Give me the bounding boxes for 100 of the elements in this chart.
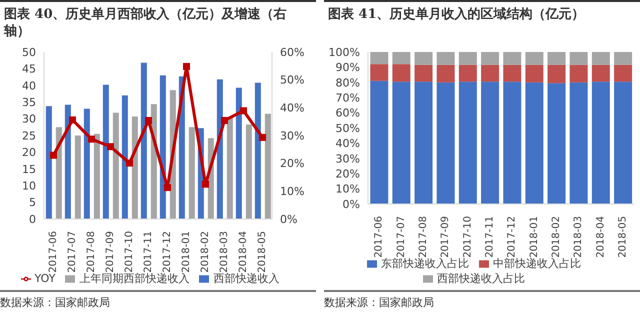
bar (216, 79, 223, 219)
bar (102, 84, 109, 219)
bar (614, 52, 632, 65)
bar (236, 88, 242, 219)
bar (548, 83, 566, 204)
bar (414, 82, 433, 204)
y-tick-label: 0% (342, 198, 360, 211)
y-tick-label: 70% (336, 92, 360, 105)
legend-label: 西部快递收入 (213, 272, 280, 285)
bar (592, 64, 610, 82)
bar (414, 64, 433, 82)
x-tick-label: 2018-02 (200, 231, 211, 273)
bar (481, 52, 500, 65)
bar (226, 117, 233, 219)
bar (112, 112, 119, 219)
y-tick-label: 50 (22, 46, 36, 59)
legend-label: 上年同期西部快递收入 (79, 272, 190, 285)
bar (254, 82, 261, 219)
point (221, 116, 228, 124)
bar (481, 64, 500, 82)
y-tick-label: 90% (336, 61, 360, 74)
y2-tick-label: 10% (280, 185, 304, 198)
y-tick-label: 100% (328, 46, 360, 59)
bar (74, 136, 81, 219)
chart-title: 图表 41、历史单月收入的区域结构（亿元） (327, 6, 586, 24)
bar (140, 62, 147, 219)
bar (570, 64, 588, 82)
bar (436, 52, 455, 65)
source-note: 数据来源：国家邮政局 (0, 295, 111, 310)
point (88, 136, 95, 143)
bar (570, 52, 588, 65)
x-tick-label: 2018-01 (181, 231, 192, 273)
bar (370, 80, 388, 204)
x-tick-label: 2018-03 (573, 216, 584, 258)
point (202, 180, 209, 188)
bar (525, 64, 544, 82)
bar (160, 75, 166, 219)
x-tick-label: 2017-12 (506, 216, 518, 258)
bar (84, 108, 90, 219)
bar (592, 82, 610, 204)
x-tick-label: 2017-06 (48, 231, 59, 273)
source-note: 数据来源：国家邮政局 (324, 295, 435, 310)
bar (370, 52, 388, 64)
y2-tick-label: 60% (280, 46, 304, 59)
x-tick-label: 2017-08 (418, 216, 429, 258)
point (69, 116, 76, 124)
bar (94, 134, 100, 219)
y-tick-label: 0 (29, 212, 36, 226)
y-tick-label: 30% (336, 152, 360, 166)
bar (392, 82, 410, 204)
bar (458, 52, 477, 65)
legend-label: YOY (34, 272, 56, 285)
bar (481, 82, 500, 204)
y-tick-label: 20% (336, 168, 360, 181)
x-tick-label: 2018-02 (550, 216, 562, 258)
y2-tick-label: 50% (280, 74, 304, 87)
x-tick-label: 2017-11 (143, 231, 154, 273)
point (50, 152, 57, 159)
y-tick-label: 5 (29, 196, 36, 210)
bar (414, 52, 433, 65)
legend-label: 西部快递收入占比 (437, 272, 525, 285)
bar (132, 116, 138, 219)
y2-tick-label: 0% (280, 212, 298, 226)
x-tick-label: 2018-01 (528, 216, 540, 258)
bar (392, 52, 410, 64)
bar (548, 64, 566, 84)
y-tick-label: 45 (22, 62, 36, 76)
y-tick-label: 10% (336, 182, 360, 196)
bar (503, 52, 522, 65)
legend-label: 中部快递收入占比 (493, 257, 581, 270)
bar (56, 127, 62, 219)
y-tick-label: 40% (336, 137, 360, 150)
y-tick-label: 25 (22, 129, 36, 142)
x-tick-label: 2017-10 (124, 231, 135, 273)
x-tick-label: 2018-05 (617, 216, 628, 258)
y2-tick-label: 40% (280, 102, 304, 115)
x-tick-label: 2017-07 (67, 231, 78, 273)
bar (458, 82, 477, 204)
bar (614, 82, 632, 204)
x-tick-label: 2018-04 (595, 216, 606, 258)
bar (436, 82, 455, 204)
bar (188, 127, 195, 219)
bar (392, 64, 410, 82)
bar (503, 82, 522, 204)
x-tick-label: 2017-10 (462, 216, 474, 258)
y-tick-label: 10 (22, 180, 36, 193)
y-tick-label: 60% (336, 106, 360, 120)
point (164, 184, 171, 192)
x-tick-label: 2018-04 (238, 231, 249, 273)
point (259, 134, 266, 141)
y2-tick-label: 30% (280, 129, 304, 142)
point (183, 62, 190, 70)
bar (370, 64, 388, 81)
x-tick-label: 2018-03 (219, 231, 230, 273)
bar (548, 52, 566, 65)
bar (525, 52, 544, 65)
bar (503, 64, 522, 82)
point (240, 107, 247, 114)
x-tick-label: 2017-08 (86, 231, 97, 273)
bar (592, 52, 610, 65)
